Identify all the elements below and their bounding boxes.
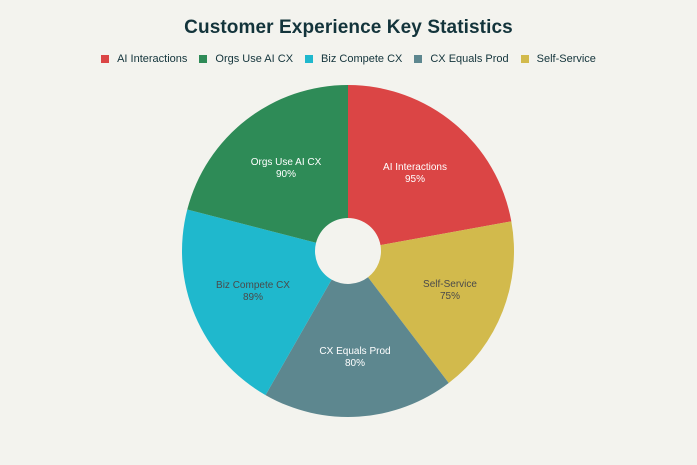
- slice-label-value: 89%: [242, 292, 264, 303]
- pie-slice-self-service[interactable]: [368, 221, 514, 383]
- legend-item-ai-interactions[interactable]: AI Interactions: [101, 53, 187, 65]
- pie-slice-cx-equals-prod[interactable]: [265, 277, 449, 417]
- legend-swatch: [414, 55, 423, 63]
- slice-label-cx-equals-prod: CX Equals Prod 80%: [319, 346, 390, 370]
- slice-label-name: Biz Compete CX: [216, 280, 290, 291]
- legend-swatch: [101, 55, 110, 63]
- chart-title: Customer Experience Key Statistics: [184, 17, 513, 38]
- pie-slice-biz-compete-cx[interactable]: [181, 209, 332, 396]
- legend-label: Biz Compete CX: [321, 53, 403, 65]
- slice-label-name: CX Equals Prod: [319, 346, 391, 357]
- slice-label-value: 75%: [439, 291, 460, 302]
- slice-label-ai-interactions: AI Interactions 95%: [383, 162, 447, 186]
- legend-label: Orgs Use AI CX: [215, 53, 294, 65]
- pie-slice-orgs-use-ai-cx[interactable]: [187, 85, 348, 243]
- chart-legend: AI Interactions Orgs Use AI CX Biz Compe…: [0, 53, 697, 65]
- legend-label: AI Interactions: [117, 53, 188, 65]
- slice-label-value: 95%: [404, 174, 426, 185]
- legend-swatch: [199, 55, 208, 63]
- slice-label-self-service: Self-Service 75%: [423, 279, 477, 303]
- pie-slices: [181, 85, 514, 417]
- slice-label-value: 90%: [275, 169, 297, 180]
- slice-label-name: Self-Service: [423, 279, 477, 290]
- legend-item-orgs-use-ai-cx[interactable]: Orgs Use AI CX: [199, 53, 293, 65]
- slice-label-orgs-use-ai-cx: Orgs Use AI CX 90%: [251, 157, 322, 181]
- slice-label-name: Orgs Use AI CX: [250, 157, 322, 168]
- legend-label: Self-Service: [536, 53, 596, 65]
- legend-item-biz-compete-cx[interactable]: Biz Compete CX: [305, 53, 402, 65]
- slice-label-biz-compete-cx: Biz Compete CX 89%: [216, 280, 290, 304]
- slice-label-name: AI Interactions: [383, 162, 447, 173]
- legend-swatch: [520, 55, 529, 63]
- legend-swatch: [305, 55, 314, 63]
- legend-label: CX Equals Prod: [430, 53, 509, 65]
- legend-item-self-service[interactable]: Self-Service: [520, 53, 596, 65]
- pie-slice-ai-interactions[interactable]: [348, 85, 512, 246]
- legend-item-cx-equals-prod[interactable]: CX Equals Prod: [414, 53, 509, 65]
- slice-label-value: 80%: [344, 358, 365, 369]
